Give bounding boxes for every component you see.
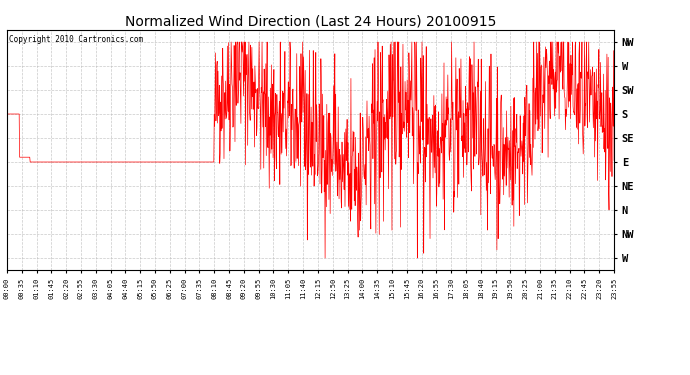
Title: Normalized Wind Direction (Last 24 Hours) 20100915: Normalized Wind Direction (Last 24 Hours…	[125, 15, 496, 29]
Text: Copyright 2010 Cartronics.com: Copyright 2010 Cartronics.com	[9, 35, 143, 44]
